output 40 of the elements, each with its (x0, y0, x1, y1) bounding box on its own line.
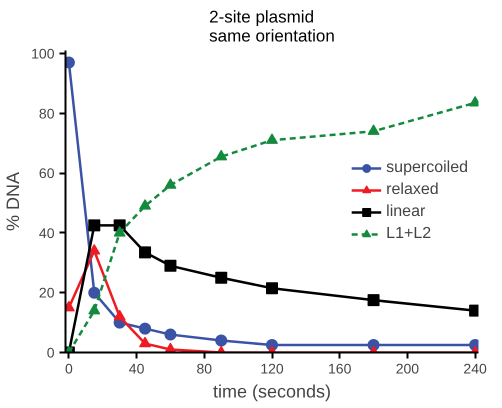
point (139, 246, 152, 258)
legend-label: L1+L2 (386, 225, 432, 243)
x-tick-label: 240 (463, 360, 488, 376)
point (139, 199, 152, 210)
y-tick-label: 20 (38, 284, 55, 301)
chart-title: 2-site plasmid same orientation (209, 8, 335, 46)
x-tick-label: 160 (328, 360, 352, 376)
point (368, 124, 380, 135)
point (114, 226, 126, 237)
point (164, 178, 176, 189)
legend-label: linear (386, 203, 426, 221)
y-tick-label: 60 (38, 165, 55, 182)
x-tick-label: 40 (128, 360, 145, 376)
x-tick-label: 80 (196, 360, 212, 376)
x-axis-title: time (seconds) (212, 382, 332, 402)
point (88, 244, 100, 255)
y-tick-label: 0 (46, 344, 55, 360)
y-axis-title: % DNA (3, 172, 24, 232)
x-tick-label: 0 (64, 360, 73, 376)
point (164, 260, 176, 272)
point (215, 272, 228, 284)
point (215, 150, 228, 160)
point (88, 286, 100, 299)
legend-label: supercoiled (386, 159, 468, 177)
legend-label: relaxed (386, 181, 439, 199)
point (139, 336, 152, 348)
point (88, 304, 100, 314)
x-tick-label: 120 (260, 360, 284, 376)
point (266, 282, 278, 294)
y-tick-label: 80 (38, 105, 55, 122)
point (215, 334, 228, 347)
y-tick-label: 40 (38, 224, 55, 241)
y-tick-label: 100 (31, 45, 55, 62)
point (114, 310, 126, 320)
point (368, 294, 380, 306)
point (139, 322, 152, 335)
x-tick-label: 200 (396, 360, 420, 376)
point (266, 133, 278, 144)
point (88, 219, 100, 232)
point (164, 328, 176, 341)
